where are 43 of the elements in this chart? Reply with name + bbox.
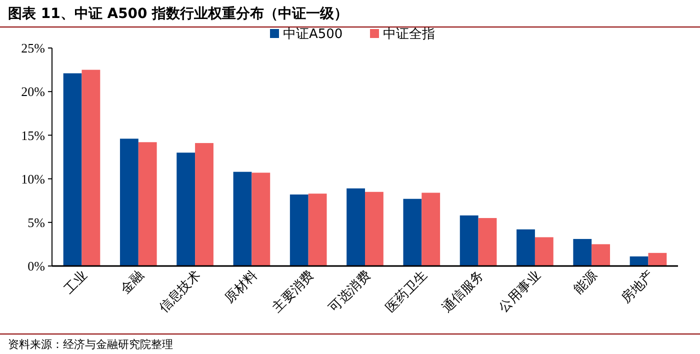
x-tick-label: 主要消费: [269, 268, 318, 316]
bar: [592, 244, 610, 266]
x-tick-label: 通信服务: [440, 268, 488, 316]
bar: [63, 73, 82, 266]
y-tick-label: 0%: [28, 258, 46, 274]
bar: [346, 188, 365, 266]
bar: [365, 192, 384, 266]
x-tick-label: 医药卫生: [383, 268, 430, 316]
bar: [138, 142, 157, 266]
bar: [630, 256, 648, 266]
text: 资料来源：经济与金融研究院整理: [8, 338, 173, 351]
x-tick-label: 工业: [62, 268, 91, 298]
bar: [176, 152, 196, 266]
bar: [252, 172, 270, 266]
bar: [403, 198, 422, 266]
y-tick-label: 15%: [21, 128, 46, 143]
legend-label: 中证A500: [283, 27, 343, 42]
bar: [648, 252, 667, 266]
bar: [516, 229, 535, 266]
bar: [573, 238, 592, 266]
x-tick-label: 公用事业: [496, 268, 544, 316]
y-tick-label: 25%: [21, 40, 46, 56]
bar: [195, 143, 214, 266]
bar: [308, 194, 327, 266]
y-tick-label: 20%: [21, 84, 46, 100]
x-tick-label: 可选消费: [326, 268, 374, 316]
chart-title: 图表 11、中证 A500 指数行业权重分布（中证一级）: [8, 6, 348, 22]
bar: [290, 194, 308, 266]
legend-label: 中证全指: [383, 27, 435, 42]
x-tick-label: 金融: [118, 268, 148, 298]
bar: [120, 138, 138, 266]
bar: [422, 192, 440, 266]
bar: [478, 218, 497, 266]
bar: [82, 70, 100, 266]
x-tick-label: 原材料: [222, 268, 261, 306]
x-tick-label: 房地产: [618, 268, 658, 306]
bar: [534, 237, 554, 266]
y-tick-label: 5%: [28, 214, 46, 230]
bar: [460, 215, 478, 266]
y-tick-label: 10%: [21, 171, 46, 186]
x-tick-label: 能源: [571, 268, 600, 298]
x-tick-label: 信息技术: [156, 268, 204, 316]
bar: [233, 172, 252, 266]
